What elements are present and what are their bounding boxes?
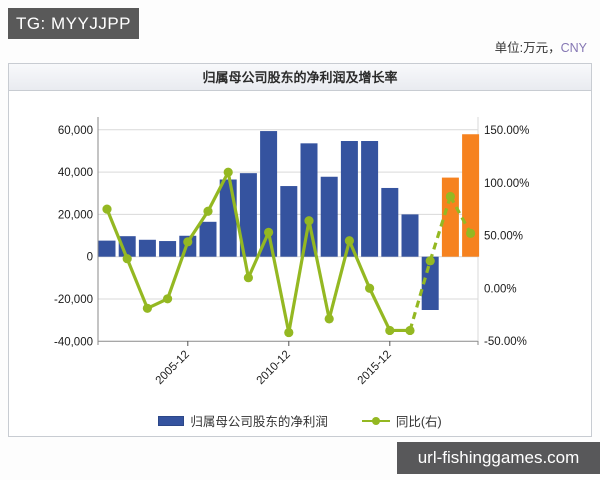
chart-body: 60,000 40,000 20,000 0 -20,000 -40,000 150.00%… — [9, 91, 591, 436]
unit-currency: CNY — [560, 41, 587, 55]
right-axis-tick-label: 100.00% — [484, 178, 529, 190]
legend-item-yoy[interactable]: 同比(右) — [361, 411, 442, 430]
net-profit-bar[interactable] — [138, 239, 156, 257]
yoy-data-point[interactable] — [163, 294, 173, 304]
net-profit-bar[interactable] — [462, 134, 480, 257]
net-profit-bar[interactable] — [320, 176, 338, 257]
net-profit-bar[interactable] — [280, 186, 298, 257]
yoy-line-segment — [287, 220, 311, 333]
chart-legend: 归属母公司股东的净利润 同比(右) — [9, 411, 591, 430]
x-axis-tick-label: 2010-12 — [255, 349, 293, 387]
unit-prefix: 单位:万元， — [494, 41, 561, 55]
net-profit-bar[interactable] — [98, 240, 116, 257]
yoy-line-segment — [166, 241, 190, 300]
bar-swatch-icon — [158, 415, 185, 426]
yoy-line-segment — [125, 258, 149, 309]
right-axis-tick-label: 50.00% — [484, 231, 523, 243]
yoy-line-segment — [105, 208, 129, 260]
net-profit-bar[interactable] — [381, 187, 399, 257]
yoy-data-point[interactable] — [122, 254, 132, 264]
left-axis-tick-label: -40,000 — [54, 336, 93, 348]
net-profit-bar[interactable] — [239, 173, 257, 257]
net-profit-bar[interactable] — [361, 141, 379, 257]
yoy-data-point[interactable] — [203, 206, 213, 216]
left-axis-tick-label: -20,000 — [54, 294, 93, 306]
yoy-data-point[interactable] — [183, 237, 193, 247]
left-axis-tick-label: 0 — [87, 252, 93, 264]
right-axis-tick-label: 0.00% — [484, 283, 517, 295]
yoy-data-point[interactable] — [264, 227, 274, 237]
line-swatch-icon — [361, 416, 390, 426]
left-axis-tick-label: 20,000 — [58, 209, 93, 221]
yoy-line-segment — [186, 210, 210, 243]
left-axis-tick-label: 40,000 — [58, 167, 93, 179]
yoy-line-segment — [368, 287, 392, 332]
plot-area: 60,000 40,000 20,000 0 -20,000 -40,000 150.00%… — [54, 117, 529, 387]
yoy-data-point[interactable] — [344, 236, 354, 246]
yoy-data-point[interactable] — [304, 216, 314, 226]
yoy-data-point[interactable] — [425, 256, 435, 266]
yoy-line-segment — [206, 171, 230, 212]
yoy-data-point[interactable] — [243, 273, 253, 283]
yoy-data-point[interactable] — [385, 325, 395, 336]
yoy-data-point[interactable] — [445, 191, 455, 202]
yoy-data-point[interactable] — [466, 228, 476, 238]
right-axis-tick-label: 150.00% — [484, 125, 529, 137]
yoy-line-segment — [307, 220, 331, 320]
net-profit-bar[interactable] — [340, 141, 358, 257]
bottom-watermark: url-fishinggames.com — [397, 442, 600, 474]
chart-panel: 归属母公司股东的净利润及增长率 60,000 40,000 20,000 0 -20,0… — [8, 63, 592, 437]
yoy-line-segment — [267, 232, 291, 333]
yoy-line-segment — [226, 171, 250, 279]
net-profit-bar[interactable] — [260, 131, 278, 257]
yoy-data-point[interactable] — [405, 325, 415, 336]
yoy-line-segment — [246, 231, 271, 279]
net-profit-bar[interactable] — [401, 214, 419, 257]
legend-item-netprofit[interactable]: 归属母公司股东的净利润 — [158, 411, 328, 430]
yoy-data-point[interactable] — [142, 303, 152, 313]
net-profit-bar[interactable] — [441, 177, 459, 257]
net-profit-bar[interactable] — [300, 143, 318, 257]
net-profit-bar[interactable] — [219, 179, 237, 257]
net-profit-bar[interactable] — [199, 221, 217, 257]
chart-title-bar: 归属母公司股东的净利润及增长率 — [9, 64, 591, 91]
legend-label-yoy: 同比(右) — [395, 415, 442, 429]
x-axis-tick-label: 2005-12 — [154, 349, 192, 387]
left-axis-tick-label: 60,000 — [58, 125, 93, 137]
yoy-line-segment — [408, 260, 432, 331]
yoy-data-point[interactable] — [284, 327, 294, 338]
yoy-data-point[interactable] — [102, 204, 112, 214]
top-watermark: TG: MYYJJPP — [8, 8, 139, 39]
yoy-data-point[interactable] — [365, 283, 375, 293]
unit-label: 单位:万元，CNY — [495, 37, 587, 56]
yoy-line-segment — [347, 240, 372, 289]
yoy-data-point[interactable] — [223, 167, 233, 177]
right-axis-tick-label: -50.00% — [484, 336, 527, 348]
yoy-data-point[interactable] — [324, 314, 334, 324]
yoy-line-segment — [327, 240, 351, 320]
legend-label-netprofit: 归属母公司股东的净利润 — [190, 415, 328, 429]
x-axis-tick-label: 2015-12 — [356, 349, 394, 387]
net-profit-bar[interactable] — [159, 241, 177, 257]
chart-title: 归属母公司股东的净利润及增长率 — [202, 70, 398, 85]
